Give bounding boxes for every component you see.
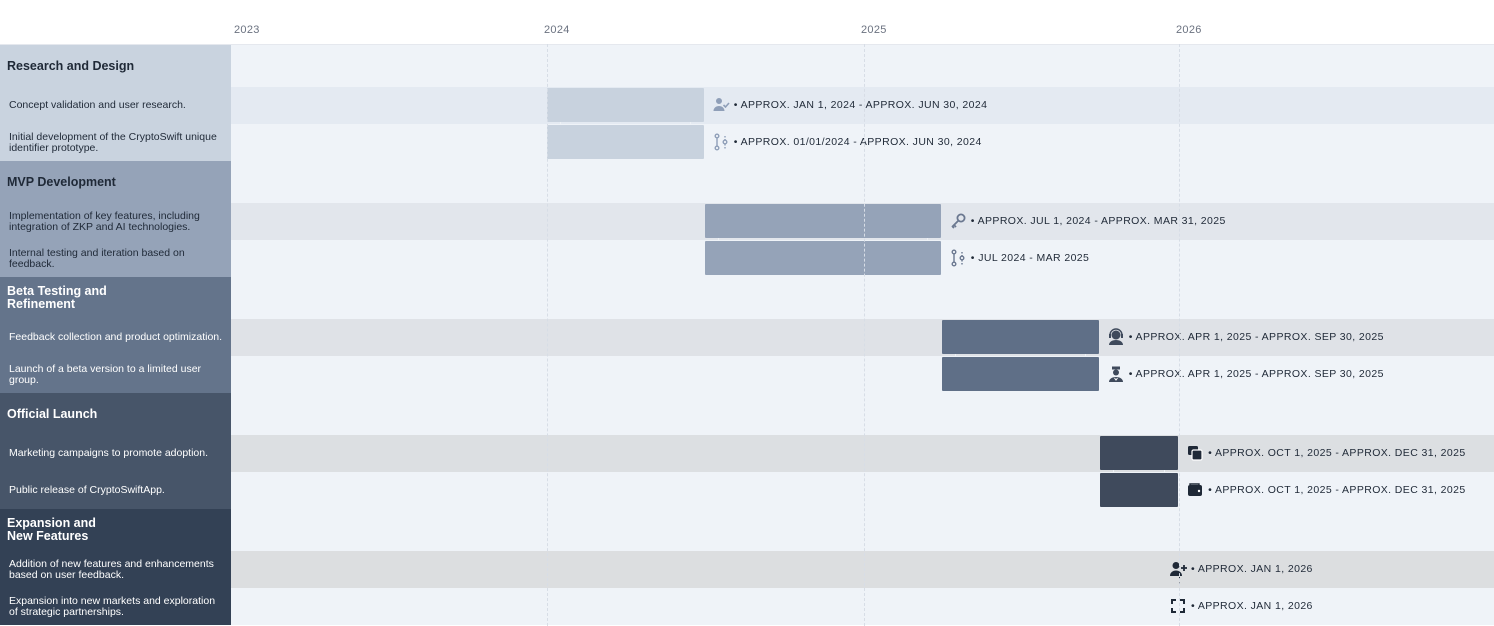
task-date-label: • APPROX. OCT 1, 2025 - APPROX. DEC 31, … bbox=[1208, 484, 1466, 496]
task-row-band bbox=[0, 87, 1494, 124]
task-label: Implementation of key features, includin… bbox=[0, 203, 231, 240]
task-label: Initial development of the CryptoSwift u… bbox=[0, 124, 231, 161]
task-label: Addition of new features and enhancement… bbox=[0, 551, 231, 588]
axis-tick-label: 2026 bbox=[1176, 24, 1202, 36]
task-row-band bbox=[0, 356, 1494, 393]
year-gridline bbox=[547, 44, 548, 626]
expand-icon bbox=[1169, 597, 1187, 615]
task-name: Implementation of key features, includin… bbox=[9, 209, 200, 233]
task-name: Internal testing and iteration based on … bbox=[9, 246, 185, 270]
wallet-icon bbox=[1186, 481, 1204, 499]
axis-tick-label: 2024 bbox=[544, 24, 570, 36]
year-gridline bbox=[864, 44, 865, 626]
task-date-label: • APPROX. JAN 1, 2024 - APPROX. JUN 30, … bbox=[733, 99, 988, 111]
task-date-label: • APPROX. JAN 1, 2026 bbox=[1191, 563, 1313, 575]
user-plus-icon bbox=[1169, 560, 1187, 578]
support-agent-icon bbox=[1107, 328, 1125, 346]
branch-icon bbox=[712, 133, 730, 151]
task-date-label: • APPROX. JUL 1, 2024 - APPROX. MAR 31, … bbox=[970, 215, 1226, 227]
task-bar[interactable] bbox=[1099, 473, 1179, 507]
task-bar[interactable] bbox=[941, 320, 1099, 354]
phase-header-band bbox=[0, 45, 1494, 87]
task-label: Public release of CryptoSwiftApp. bbox=[0, 472, 231, 509]
phase-name: Beta Testing and Refinement bbox=[7, 284, 107, 311]
key-icon bbox=[949, 212, 967, 230]
task-name: Initial development of the CryptoSwift u… bbox=[9, 130, 217, 154]
task-bar[interactable] bbox=[1099, 436, 1179, 470]
task-date-label: • APPROX. 01/01/2024 - APPROX. JUN 30, 2… bbox=[733, 136, 982, 148]
branch-icon bbox=[949, 249, 967, 267]
phase-label: Expansion and New Features bbox=[0, 509, 231, 551]
phase-header-band bbox=[0, 393, 1494, 435]
task-bar[interactable] bbox=[704, 204, 941, 238]
task-date-label: • APPROX. APR 1, 2025 - APPROX. SEP 30, … bbox=[1128, 368, 1384, 380]
task-row-band bbox=[0, 551, 1494, 588]
phase-header-band bbox=[0, 277, 1494, 319]
phase-label: MVP Development bbox=[0, 161, 231, 203]
phase-label: Beta Testing and Refinement bbox=[0, 277, 231, 319]
task-label: Launch of a beta version to a limited us… bbox=[0, 356, 231, 393]
phase-header-band bbox=[0, 509, 1494, 551]
phase-label: Official Launch bbox=[0, 393, 231, 435]
task-name: Concept validation and user research. bbox=[9, 99, 186, 111]
phase-name: MVP Development bbox=[7, 174, 116, 189]
task-label: Internal testing and iteration based on … bbox=[0, 240, 231, 277]
axis-tick-label: 2025 bbox=[861, 24, 887, 36]
task-bar[interactable] bbox=[547, 88, 704, 122]
task-row-band bbox=[0, 319, 1494, 356]
task-label: Concept validation and user research. bbox=[0, 87, 231, 124]
axis-tick-label: 2023 bbox=[234, 24, 260, 36]
task-label: Marketing campaigns to promote adoption. bbox=[0, 435, 231, 472]
phase-name: Research and Design bbox=[7, 58, 135, 73]
phase-label: Research and Design bbox=[0, 45, 231, 87]
year-gridline bbox=[1179, 44, 1180, 626]
task-row-band bbox=[0, 472, 1494, 509]
task-date-label: • JUL 2024 - MAR 2025 bbox=[970, 252, 1090, 264]
task-name: Expansion into new markets and explorati… bbox=[9, 594, 216, 618]
task-date-label: • APPROX. JAN 1, 2026 bbox=[1191, 600, 1313, 612]
task-bar[interactable] bbox=[547, 125, 704, 159]
task-bar[interactable] bbox=[941, 357, 1099, 391]
phase-name: Official Launch bbox=[7, 406, 98, 421]
task-name: Public release of CryptoSwiftApp. bbox=[9, 484, 165, 496]
task-row-band bbox=[0, 435, 1494, 472]
phase-header-band bbox=[0, 161, 1494, 203]
task-name: Marketing campaigns to promote adoption. bbox=[9, 447, 209, 459]
task-label: Expansion into new markets and explorati… bbox=[0, 588, 231, 625]
task-label: Feedback collection and product optimiza… bbox=[0, 319, 231, 356]
task-row-band bbox=[0, 124, 1494, 161]
task-date-label: • APPROX. APR 1, 2025 - APPROX. SEP 30, … bbox=[1128, 331, 1384, 343]
task-name: Feedback collection and product optimiza… bbox=[9, 331, 223, 343]
user-check-icon bbox=[712, 96, 730, 114]
agent-icon bbox=[1107, 365, 1125, 383]
task-name: Launch of a beta version to a limited us… bbox=[9, 362, 202, 386]
task-name: Addition of new features and enhancement… bbox=[9, 557, 214, 581]
task-date-label: • APPROX. OCT 1, 2025 - APPROX. DEC 31, … bbox=[1208, 447, 1466, 459]
task-bar[interactable] bbox=[704, 241, 941, 275]
task-row-band bbox=[0, 588, 1494, 625]
axis-header-line bbox=[0, 44, 1494, 45]
chat-icon bbox=[1186, 444, 1204, 462]
phase-name: Expansion and New Features bbox=[7, 516, 96, 543]
